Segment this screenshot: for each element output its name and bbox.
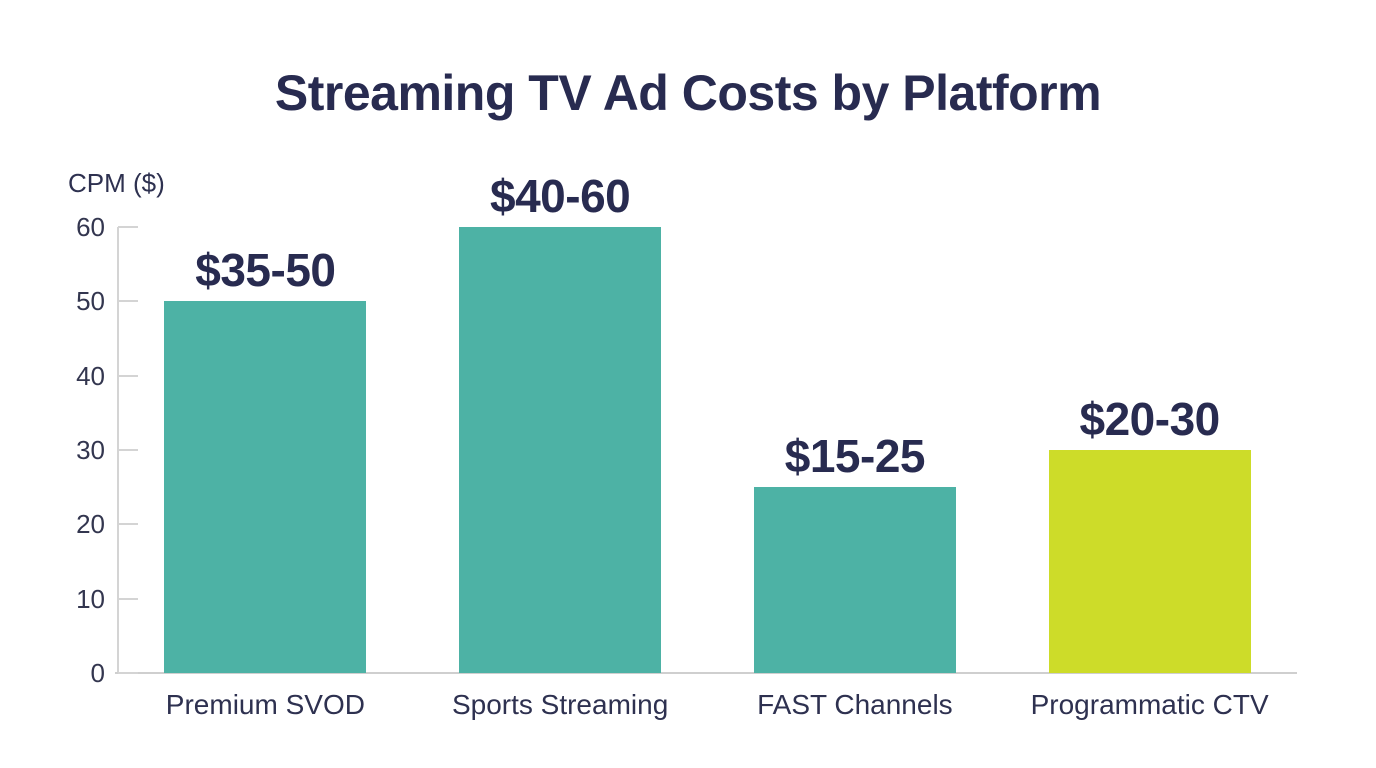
x-axis-category-label: Premium SVOD: [165, 689, 365, 720]
y-tick-label: 50: [76, 286, 105, 317]
y-tick-label: 60: [76, 212, 105, 242]
bar-value-label: $40-60: [490, 170, 631, 222]
bar-value-label: $20-30: [1079, 393, 1221, 445]
bar-fast-channels: [753, 487, 956, 673]
y-tick-mark: [118, 597, 138, 600]
y-tick-mark: [118, 374, 138, 377]
bar-programmatic-ctv: [1048, 450, 1251, 673]
y-tick-mark: [118, 672, 138, 674]
bar-value-label: $35-50: [195, 244, 336, 297]
y-tick-label: 20: [76, 509, 105, 540]
y-tick-label: 10: [76, 583, 105, 614]
y-tick-mark: [118, 523, 138, 526]
y-axis-label: CPM ($): [68, 168, 165, 198]
y-tick-label: 0: [90, 658, 105, 688]
x-axis-category-label: Programmatic CTV: [1030, 689, 1269, 720]
chart-title: Streaming TV Ad Costs by Platform: [274, 65, 1102, 121]
bar-sports-streaming: [459, 227, 662, 673]
y-tick-mark: [118, 226, 138, 228]
x-axis-line: [115, 672, 1297, 674]
x-axis-category-label: Sports Streaming: [451, 689, 669, 720]
bar-value-label: $15-25: [784, 430, 926, 483]
x-axis-category-label: FAST Channels: [757, 689, 953, 720]
bar-premium-svod: [164, 301, 367, 673]
y-tick-label: 30: [76, 435, 105, 465]
y-tick-mark: [118, 300, 138, 303]
y-tick-label: 40: [76, 360, 105, 391]
y-tick-mark: [118, 449, 138, 451]
